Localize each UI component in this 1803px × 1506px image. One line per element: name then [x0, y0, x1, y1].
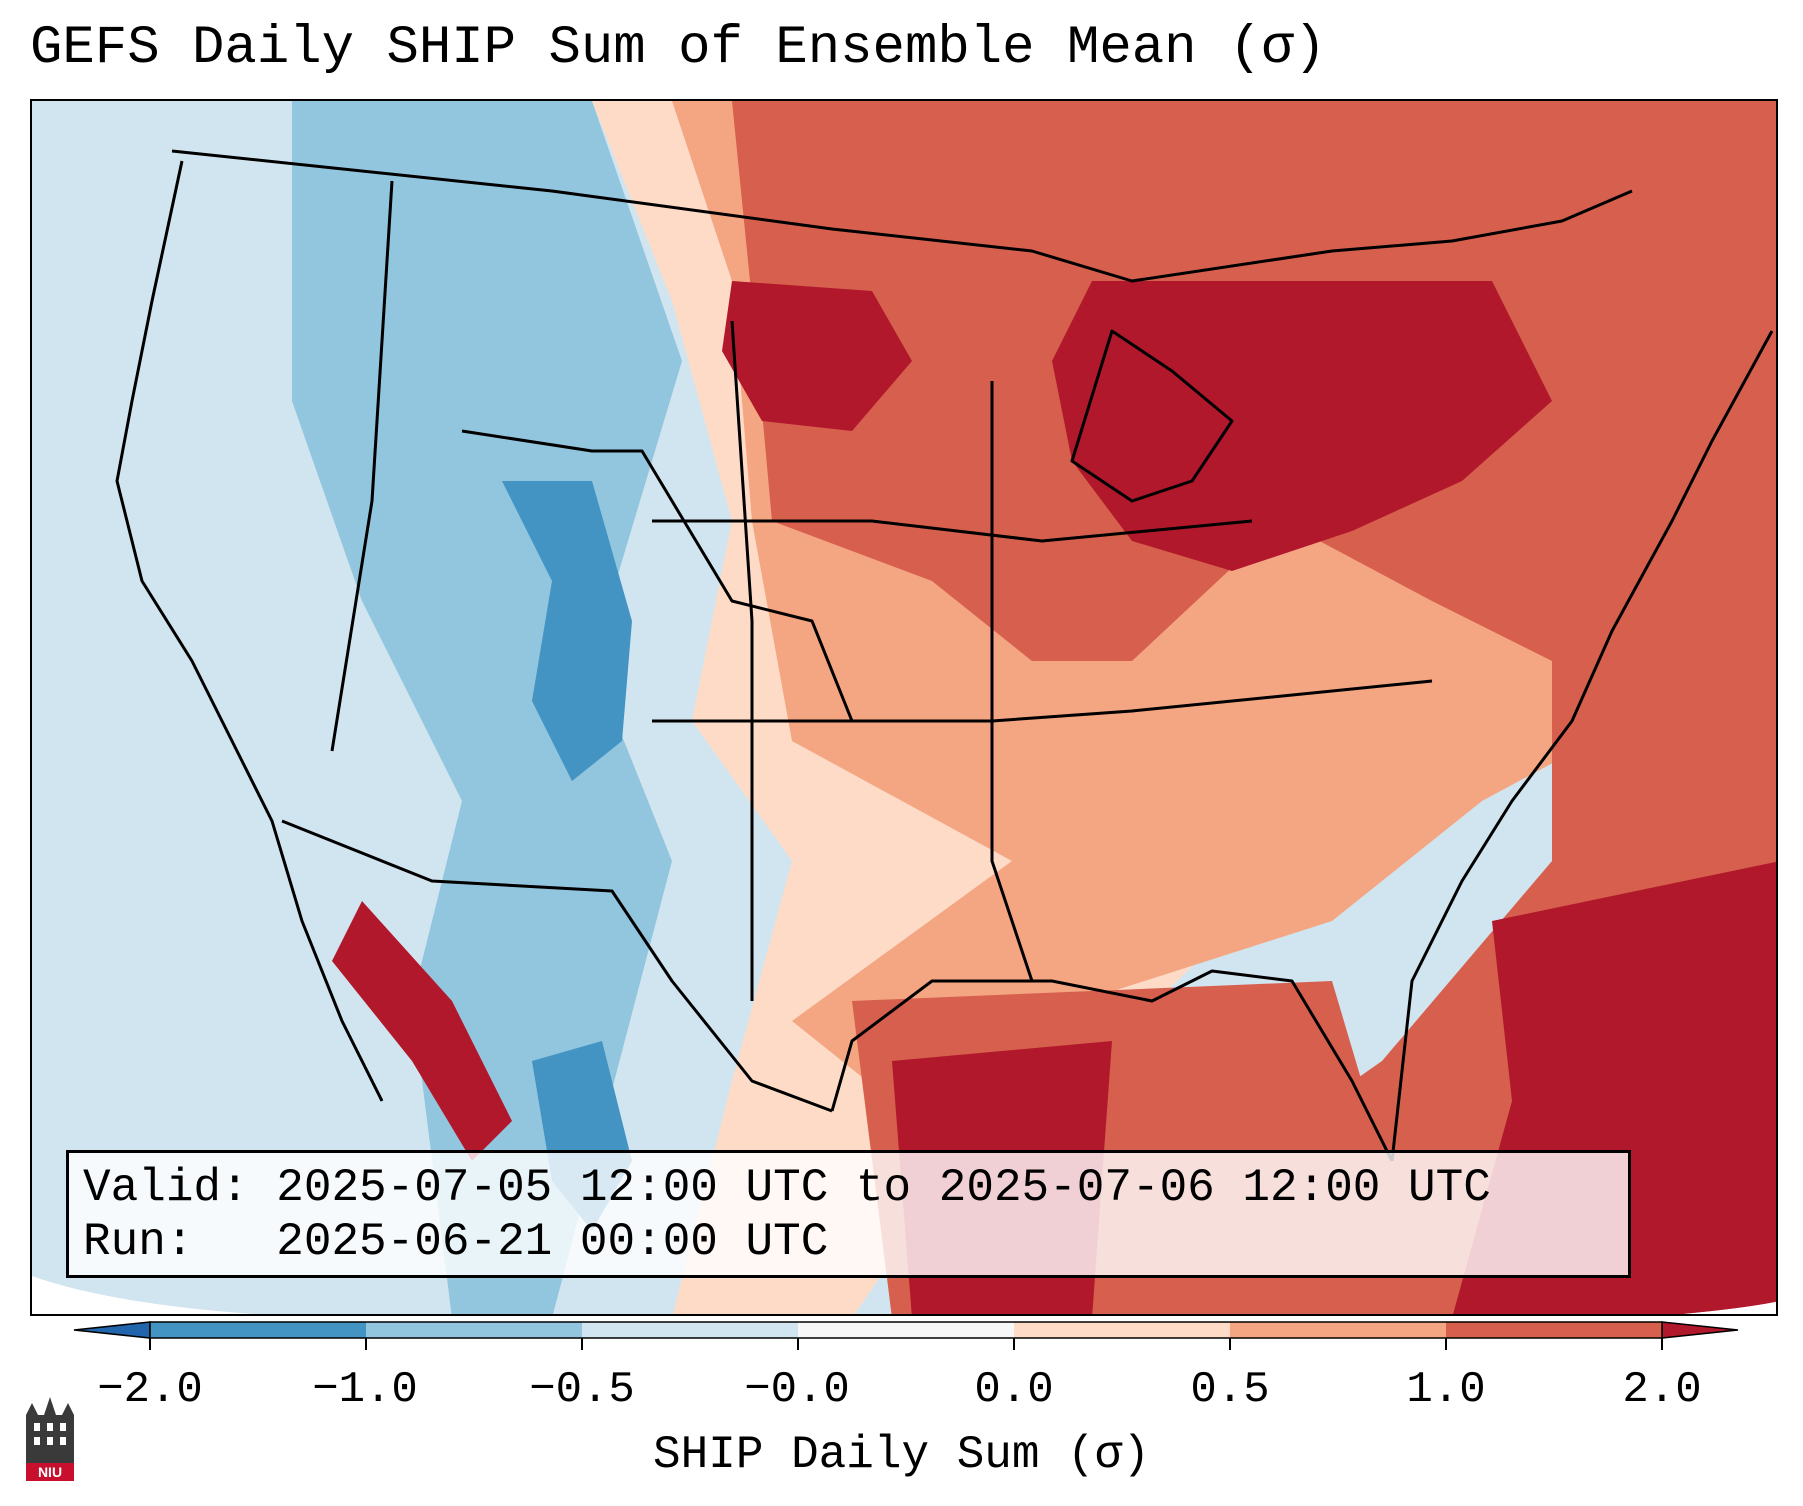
field-region-west-light-blue — [292, 101, 682, 1314]
interior-state-line-3 — [652, 519, 1253, 543]
colorbar-frame — [149, 1321, 1663, 1339]
interior-state-line-1 — [330, 180, 394, 752]
colorbar-tick-label: −0.0 — [744, 1365, 850, 1415]
colorbar-tick-label: −0.5 — [529, 1365, 635, 1415]
field-region-baja-core — [332, 901, 512, 1161]
field-region-dakota-core — [722, 281, 912, 431]
colorbar-tick-label: −2.0 — [97, 1365, 203, 1415]
gulf-coastline — [830, 969, 1394, 1162]
colorbar-under-extension — [73, 1321, 151, 1339]
colorbar-tick-label: −1.0 — [312, 1365, 418, 1415]
colorbar-bin — [1446, 1322, 1662, 1338]
colorbar-tick-label: 0.0 — [974, 1365, 1054, 1415]
interior-state-line-5 — [730, 320, 754, 1001]
validity-info-box: Valid: 2025-07-05 12:00 UTC to 2025-07-0… — [66, 1150, 1631, 1278]
colorbar-bin — [1230, 1322, 1446, 1338]
colorbar-bin — [582, 1322, 798, 1338]
field-region-central-rockies-blue — [502, 481, 632, 781]
colorbar — [73, 1321, 1739, 1350]
niu-tower-logo-icon: NIU — [26, 1397, 74, 1481]
colorbar-bin — [150, 1322, 366, 1338]
map-title: GEFS Daily SHIP Sum of Ensemble Mean (σ) — [30, 18, 1327, 79]
field-region-pacific — [32, 101, 362, 1314]
colorbar-label: SHIP Daily Sum (σ) — [653, 1429, 1150, 1481]
colorbar-bin — [366, 1322, 582, 1338]
great-lakes-outline — [1070, 329, 1234, 503]
valid-time-line: Valid: 2025-07-05 12:00 UTC to 2025-07-0… — [83, 1162, 1491, 1214]
field-region-great-lakes-core — [1052, 281, 1552, 571]
pacific-coastline — [115, 160, 384, 1102]
colorbar-tick-label: 0.5 — [1190, 1365, 1270, 1415]
colorbar-tick-label: 1.0 — [1406, 1365, 1486, 1415]
colorbar-bin — [798, 1322, 1014, 1338]
run-time-line: Run: 2025-06-21 00:00 UTC — [83, 1216, 829, 1268]
colorbar-over-extension — [1661, 1321, 1739, 1339]
colorbar-bin — [1014, 1322, 1230, 1338]
interior-state-line-2 — [461, 429, 854, 722]
svg-text:NIU: NIU — [38, 1464, 62, 1480]
political-boundaries — [115, 149, 1774, 1162]
atlantic-coastline — [1390, 330, 1774, 1162]
us-canada-border — [171, 149, 1633, 283]
colorbar-tick-label: 2.0 — [1622, 1365, 1702, 1415]
us-mexico-border — [281, 819, 833, 1113]
interior-state-line-6 — [990, 381, 1034, 982]
interior-state-line-4 — [652, 679, 1433, 723]
